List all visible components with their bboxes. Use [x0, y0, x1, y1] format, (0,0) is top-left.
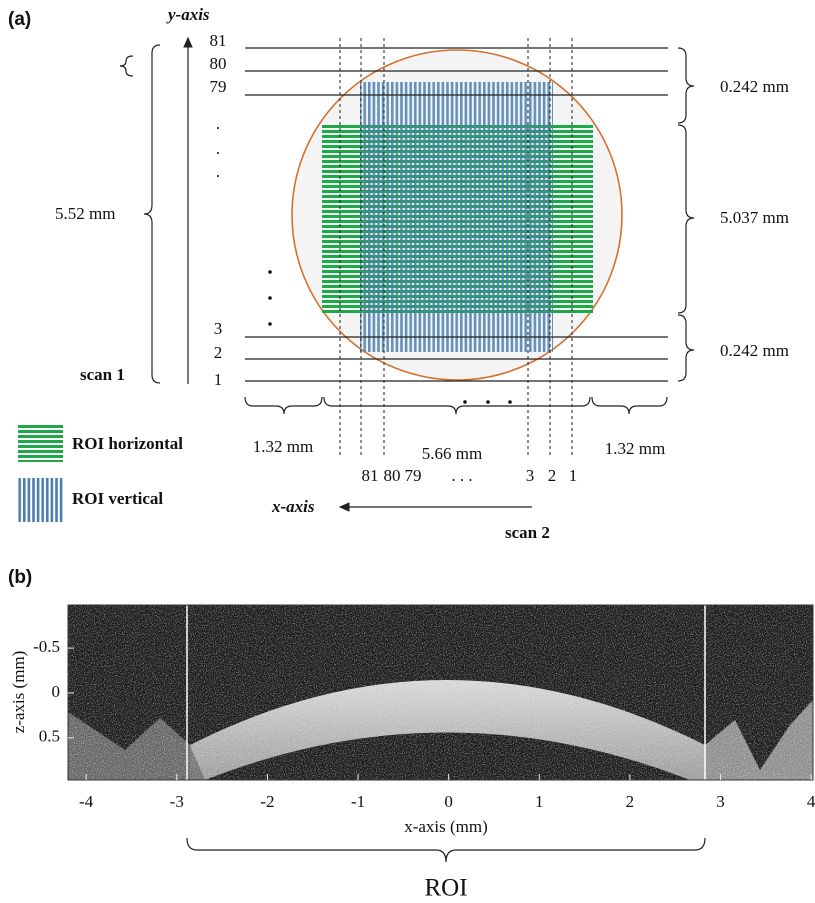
- col-label: 3: [526, 466, 535, 485]
- col-label: . . .: [451, 466, 472, 485]
- panel-label: (a): [8, 9, 31, 30]
- x-tick-label: -4: [79, 792, 94, 811]
- legend-label: ROI vertical: [72, 489, 163, 508]
- roi-vertical: [360, 82, 553, 352]
- x-tick-label: 4: [807, 792, 815, 811]
- roi-brace: [187, 838, 705, 862]
- x-tick-label: 3: [716, 792, 725, 811]
- legend-swatch: [18, 424, 63, 462]
- scan1-label: scan 1: [80, 365, 125, 384]
- roi-label: ROI: [424, 875, 467, 902]
- right-dim: 5.037 mm: [720, 208, 789, 227]
- height-dim: 5.52 mm: [55, 204, 115, 223]
- y-tick-label: 0: [52, 682, 61, 701]
- col-label: 79: [405, 466, 422, 485]
- scan2-label: scan 2: [505, 523, 550, 542]
- col-label: 80: [384, 466, 401, 485]
- row-label: .: [216, 139, 220, 158]
- row-label: 3: [214, 319, 223, 338]
- row-label: 2: [214, 343, 223, 362]
- legend-swatch: [18, 478, 63, 522]
- x-axis-label: x-axis: [271, 497, 315, 516]
- col-label: 2: [548, 466, 557, 485]
- y-tick-label: 0.5: [39, 727, 60, 746]
- y-tick-label: -0.5: [33, 637, 60, 656]
- right-dim: 0.242 mm: [720, 77, 789, 96]
- col-label: 1: [569, 466, 578, 485]
- row-label: .: [216, 162, 220, 181]
- bottom-dim: 1.32 mm: [253, 437, 313, 456]
- panel-label: (b): [8, 567, 32, 588]
- x-tick-label: 2: [626, 792, 635, 811]
- x-tick-label: -3: [170, 792, 184, 811]
- x-axis-title: x-axis (mm): [404, 817, 488, 836]
- y-axis-label: y-axis: [166, 5, 210, 24]
- row-label: .: [216, 114, 220, 133]
- bottom-dim: 1.32 mm: [605, 439, 665, 458]
- legend-label: ROI horizontal: [72, 434, 183, 453]
- col-label: 81: [362, 466, 379, 485]
- x-tick-label: 1: [535, 792, 544, 811]
- x-tick-label: -2: [260, 792, 274, 811]
- figure: (a) y-axis scan 1 5.52 mm 0.242 mm 5.037…: [0, 0, 815, 903]
- row-label: 1: [214, 370, 223, 389]
- row-label: 81: [210, 31, 227, 50]
- bottom-dim: 5.66 mm: [422, 444, 482, 463]
- x-tick-label: 0: [444, 792, 453, 811]
- y-axis-title: z-axis (mm): [9, 651, 28, 734]
- row-label: 79: [210, 77, 227, 96]
- right-dim: 0.242 mm: [720, 341, 789, 360]
- x-tick-label: -1: [351, 792, 365, 811]
- row-label: 80: [210, 54, 227, 73]
- oct-image: [68, 605, 813, 780]
